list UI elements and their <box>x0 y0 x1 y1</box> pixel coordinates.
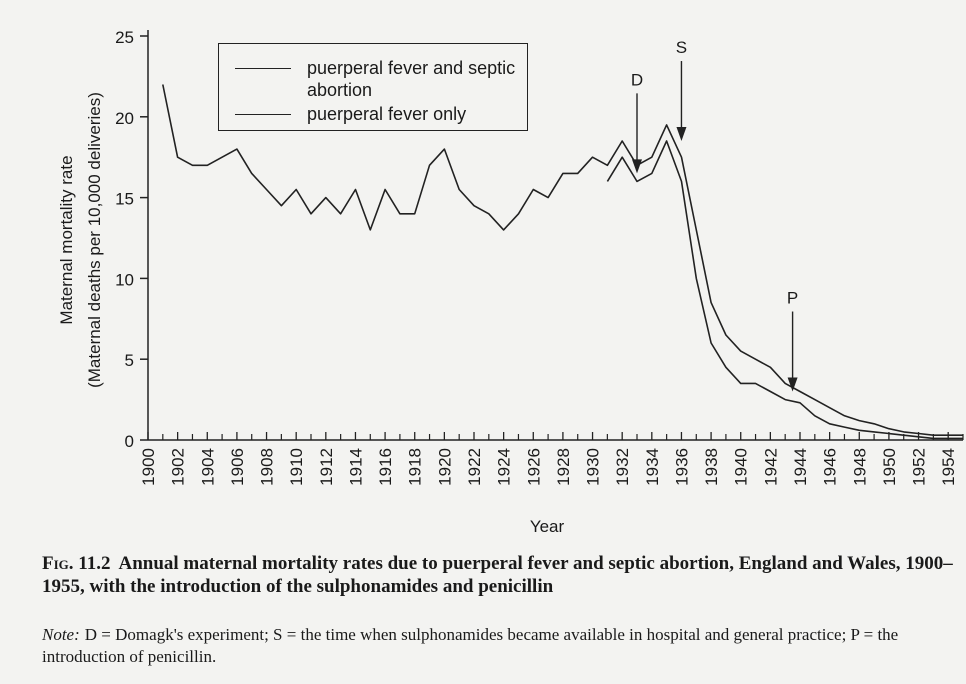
x-tick-label: 1916 <box>376 448 395 486</box>
x-tick-label: 1914 <box>346 448 365 486</box>
x-tick-label: 1950 <box>880 448 899 486</box>
x-tick-label: 1934 <box>643 448 662 486</box>
x-tick-label: 1946 <box>821 448 840 486</box>
x-tick-label: 1940 <box>732 448 751 486</box>
x-tick-label: 1906 <box>228 448 247 486</box>
note: Note: D = Domagk's experiment; S = the ti… <box>42 624 957 668</box>
y-tick-label: 0 <box>125 432 134 451</box>
x-tick-label: 1948 <box>850 448 869 486</box>
series-line <box>162 84 963 436</box>
y-tick-label: 20 <box>115 109 134 128</box>
chart: 0 5 10 15 20 25 1900 1902 1904 1906 1908 1910 1912 19… <box>57 28 964 536</box>
x-tick-label: 1900 <box>139 448 158 486</box>
annotation-label: P <box>787 289 798 308</box>
y-tick-label: 15 <box>115 190 134 209</box>
y-axis-label: Maternal mortality rate <box>57 155 76 324</box>
legend: puerperal fever and septic abortion puer… <box>218 43 528 131</box>
arrow-head <box>676 127 687 142</box>
x-tick-label: 1902 <box>169 448 188 486</box>
x-tick-label: 1944 <box>791 448 810 486</box>
x-tick-label: 1920 <box>435 448 454 486</box>
caption-text: Annual maternal mortality rates due to p… <box>42 553 953 597</box>
x-tick-label: 1924 <box>495 448 514 486</box>
x-tick-label: 1912 <box>317 448 336 486</box>
x-tick-label: 1954 <box>939 448 958 486</box>
figure-label: Fig. 11.2 <box>42 553 111 574</box>
annotation-label: S <box>676 38 687 57</box>
x-tick-label: 1926 <box>524 448 543 486</box>
legend-label: puerperal fever only <box>307 104 467 124</box>
x-tick-label: 1930 <box>584 448 603 486</box>
arrow-head <box>632 159 642 174</box>
x-axis-label: Year <box>530 517 565 536</box>
caption: Fig. 11.2 Annual maternal mortality rates… <box>42 552 957 598</box>
note-text: D = Domagk's experiment; S = the time wh… <box>42 625 899 666</box>
x-tick-label: 1910 <box>287 448 306 486</box>
x-tick-label: 1942 <box>761 448 780 486</box>
x-tick-label: 1908 <box>258 448 277 486</box>
arrow-head <box>787 377 798 392</box>
y-tick-label: 5 <box>125 351 134 370</box>
legend-swatch <box>235 114 291 115</box>
series-line <box>606 140 963 440</box>
legend-swatch <box>235 68 291 69</box>
y-tick-label: 25 <box>115 28 134 47</box>
x-tick-label: 1932 <box>613 448 632 486</box>
x-tick-label: 1918 <box>406 448 425 486</box>
x-tick-label: 1922 <box>465 448 484 486</box>
x-tick-label: 1936 <box>672 448 691 486</box>
y-axis-label: (Maternal deaths per 10,000 deliveries) <box>85 92 104 388</box>
note-label: Note: <box>42 625 80 644</box>
legend-label: puerperal fever and septic abortion <box>307 58 516 100</box>
x-tick-label: 1904 <box>198 448 217 486</box>
x-tick-label: 1938 <box>702 448 721 486</box>
x-tick-label: 1928 <box>554 448 573 486</box>
y-tick-label: 10 <box>115 270 134 289</box>
annotation-label: D <box>631 70 643 89</box>
x-tick-label: 1952 <box>910 448 929 486</box>
